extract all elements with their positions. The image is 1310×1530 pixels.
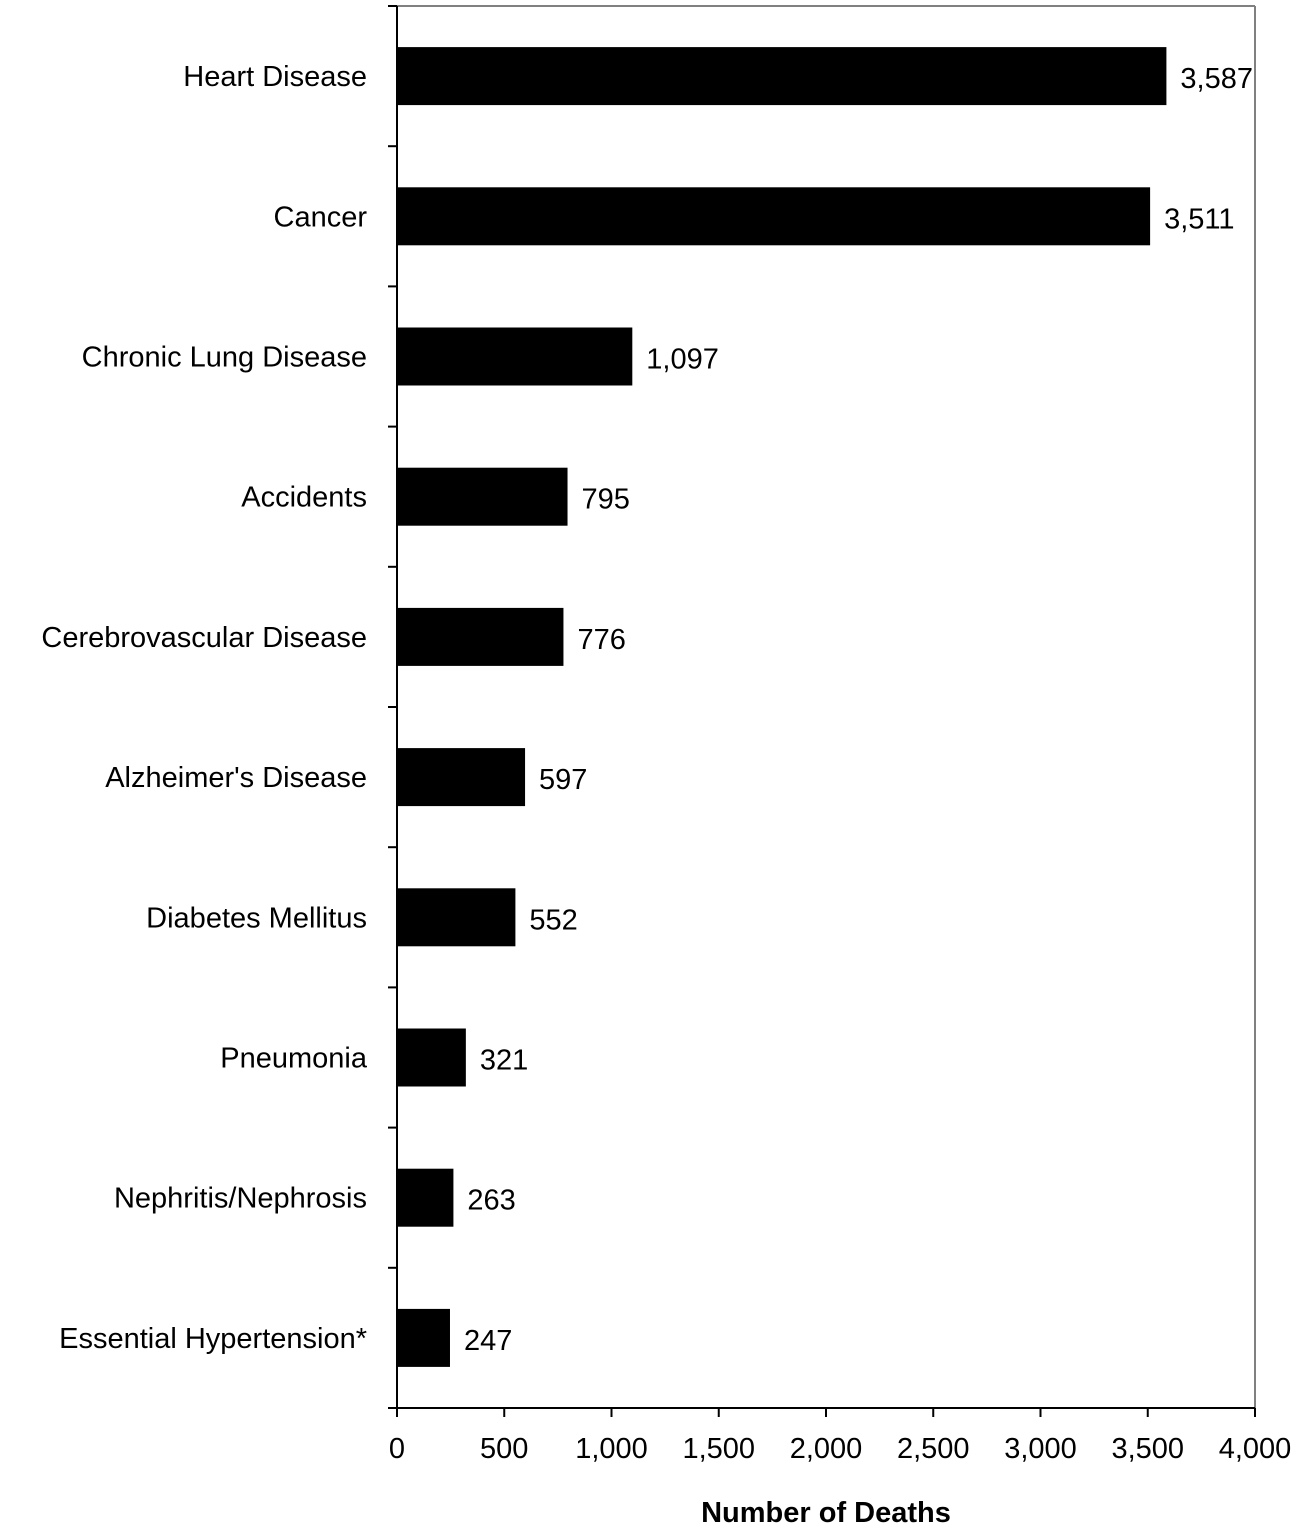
category-label: Essential Hypertension* (59, 1323, 367, 1355)
bar (397, 607, 564, 666)
category-label: Heart Disease (183, 61, 367, 93)
data-label: 3,587 (1180, 63, 1253, 95)
x-tick-label: 2,500 (897, 1433, 970, 1465)
x-tick-label: 1,000 (575, 1433, 648, 1465)
plot-frame (397, 5, 1256, 1408)
bar (397, 327, 633, 386)
bar (397, 467, 568, 526)
category-label: Nephritis/Nephrosis (114, 1183, 367, 1215)
category-label: Alzheimer's Disease (105, 762, 367, 794)
category-label: Pneumonia (220, 1043, 368, 1075)
x-tick-label: 2,000 (790, 1433, 863, 1465)
bar (397, 1168, 454, 1227)
x-tick-label: 3,500 (1111, 1433, 1184, 1465)
data-label: 552 (529, 904, 577, 936)
data-label: 3,511 (1164, 203, 1234, 235)
x-tick-label: 3,000 (1004, 1433, 1077, 1465)
value-labels: 3,587 3,511 1,097 795 776 597 552 321 263 247 (464, 63, 1253, 1357)
bars-group (397, 47, 1167, 1367)
category-label: Accidents (241, 482, 367, 514)
bar (397, 1028, 466, 1087)
category-label: Cerebrovascular Disease (41, 622, 367, 654)
bar (397, 1308, 450, 1367)
category-label: Cancer (274, 201, 368, 233)
data-label: 247 (464, 1325, 512, 1357)
category-label: Diabetes Mellitus (146, 902, 367, 934)
x-tick-label: 1,500 (682, 1433, 755, 1465)
category-labels: Heart Disease Cancer Chronic Lung Disease A… (41, 61, 367, 1355)
x-tick-label: 0 (389, 1433, 405, 1465)
x-axis-ticks: 0 500 1,000 1,500 2,000 2,500 3,000 3,500 4,000 (389, 1408, 1291, 1465)
data-label: 795 (582, 484, 630, 516)
data-label: 776 (577, 624, 625, 656)
bar (397, 748, 526, 807)
bar (397, 187, 1151, 246)
x-axis-title: Number of Deaths (701, 1497, 951, 1529)
data-label: 321 (480, 1045, 528, 1077)
data-label: 263 (467, 1185, 515, 1217)
bar (397, 888, 516, 947)
data-label: 597 (539, 764, 587, 796)
x-tick-label: 4,000 (1219, 1433, 1292, 1465)
category-label: Chronic Lung Disease (82, 342, 367, 374)
bar (397, 47, 1167, 106)
x-tick-label: 500 (480, 1433, 528, 1465)
data-label: 1,097 (646, 344, 719, 376)
